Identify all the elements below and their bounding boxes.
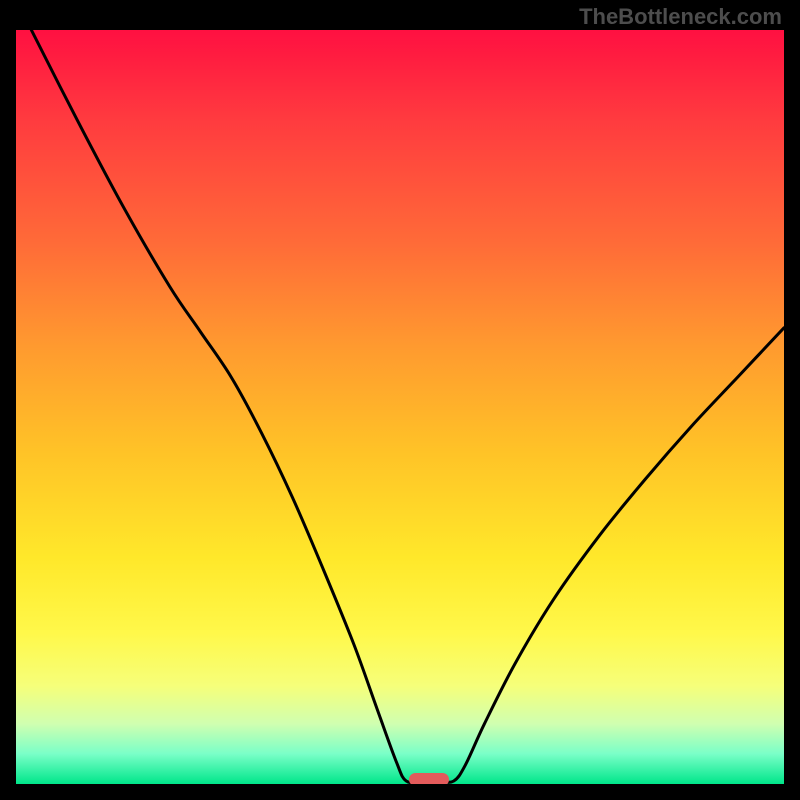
bottleneck-curve	[16, 30, 784, 784]
optimal-marker	[409, 773, 449, 784]
chart-container: TheBottleneck.com	[0, 0, 800, 800]
plot-area	[16, 30, 784, 784]
watermark-text: TheBottleneck.com	[579, 6, 782, 28]
